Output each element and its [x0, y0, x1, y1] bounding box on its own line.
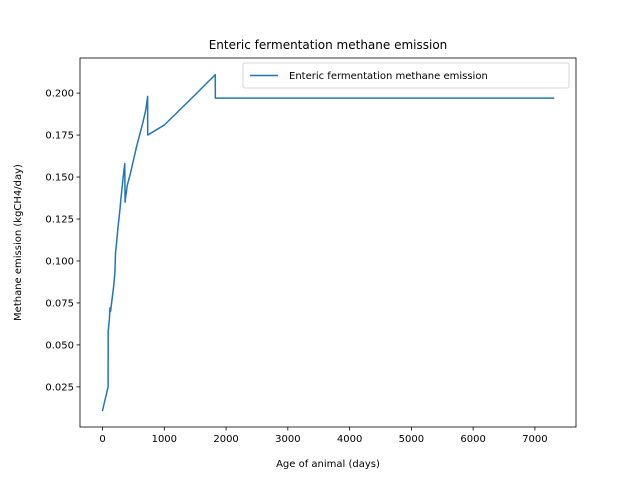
x-tick-label: 1000 — [152, 434, 177, 445]
series-line — [101, 73, 555, 412]
y-tick-label: 0.100 — [45, 256, 74, 267]
y-tick-label: 0.150 — [45, 173, 74, 184]
legend: Enteric fermentation methane emission — [242, 62, 570, 89]
legend-label: Enteric fermentation methane emission — [289, 71, 488, 82]
chart-title: Enteric fermentation methane emission — [209, 38, 448, 52]
x-tick-label: 0 — [99, 434, 105, 445]
x-tick-label: 2000 — [213, 434, 238, 445]
x-axis-label: Age of animal (days) — [276, 459, 380, 470]
y-axis: 0.025 0.050 0.075 0.100 0.125 0.150 0.175 0.200 — [45, 89, 80, 393]
y-tick-label: 0.050 — [45, 340, 74, 351]
x-tick-label: 7000 — [522, 434, 547, 445]
y-tick-label: 0.075 — [45, 298, 74, 309]
x-tick-label: 3000 — [275, 434, 300, 445]
axes-frame — [79, 57, 577, 428]
legend-box — [242, 62, 570, 89]
y-tick-label: 0.175 — [45, 131, 74, 142]
x-tick-label: 5000 — [399, 434, 424, 445]
y-tick-label: 0.025 — [45, 382, 74, 393]
y-tick-label: 0.125 — [45, 214, 74, 225]
series-layer — [101, 73, 555, 412]
x-tick-label: 6000 — [460, 434, 485, 445]
y-tick-label: 0.200 — [45, 89, 74, 100]
x-axis: 0 1000 2000 3000 4000 5000 6000 7000 — [99, 427, 548, 445]
y-axis-label: Methane emission (kgCH4/day) — [13, 164, 24, 321]
x-tick-label: 4000 — [337, 434, 362, 445]
